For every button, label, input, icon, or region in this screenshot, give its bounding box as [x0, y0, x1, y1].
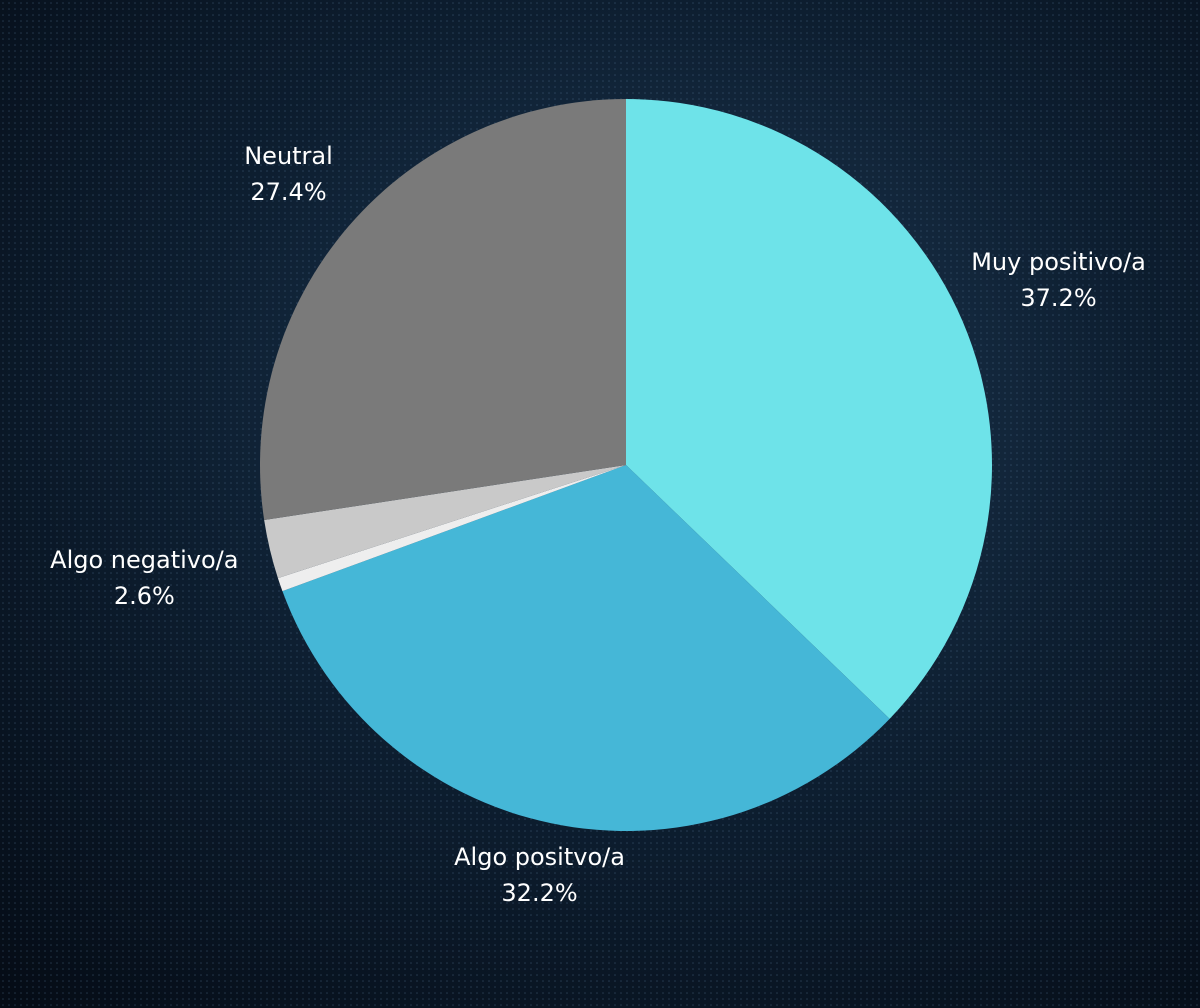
labels: Muy positivo/a 37.2% Algo positvo/a 32.2% Al…	[50, 142, 1146, 907]
slice-value-label: 2.6%	[114, 582, 175, 610]
pie	[260, 99, 993, 832]
slice-value-label: 37.2%	[1020, 284, 1096, 312]
pie-slice	[264, 465, 626, 579]
slice-value-label: 32.2%	[501, 879, 577, 907]
slice-label: Muy positivo/a	[971, 248, 1146, 276]
slice-label: Neutral	[244, 142, 333, 170]
slice-value-label: 27.4%	[250, 178, 326, 206]
pie-slice	[282, 465, 890, 832]
pie-slice	[277, 465, 626, 592]
slice-label: Algo positvo/a	[454, 843, 625, 871]
slice-label: Algo negativo/a	[50, 546, 238, 574]
pie-slice	[260, 99, 626, 520]
pie-slice	[626, 99, 993, 719]
